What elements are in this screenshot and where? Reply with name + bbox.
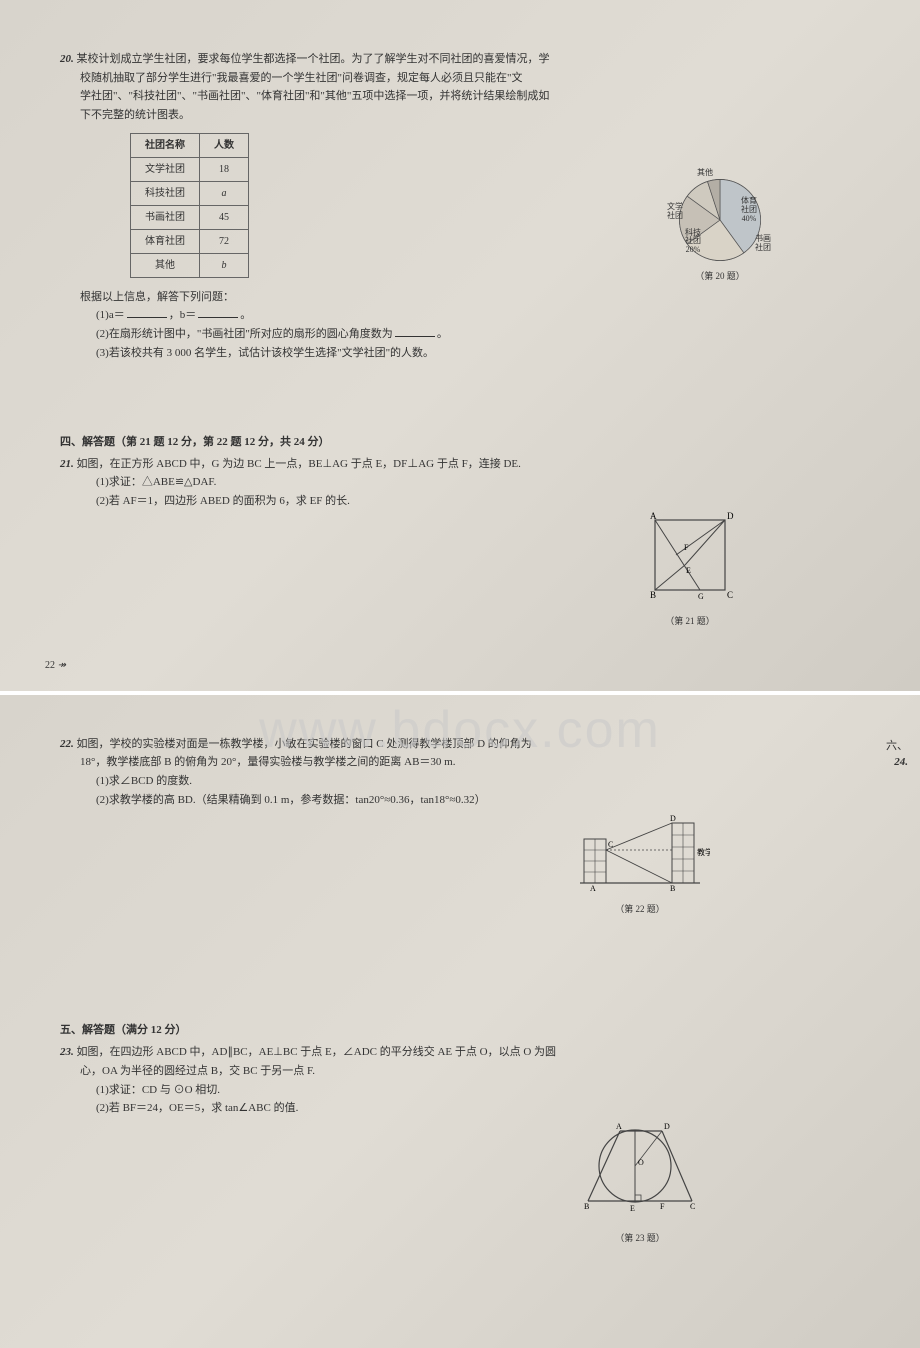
figure-22: C D A B 教学楼 （第 22 题） <box>570 813 710 918</box>
problem-22-sub-1: (1)求∠BCD 的度数. <box>60 772 860 791</box>
problem-20: 20. 某校计划成立学生社团，要求每位学生都选择一个社团。为了了解学生对不同社团… <box>60 50 860 363</box>
table-header-1: 人数 <box>200 133 249 157</box>
svg-text:教学楼: 教学楼 <box>697 847 710 857</box>
svg-text:O: O <box>638 1158 644 1167</box>
pie-label-lit: 文学社团 <box>667 203 683 221</box>
svg-text:A: A <box>590 884 596 893</box>
problem-23-line-0: 如图，在四边形 ABCD 中，AD∥BC，AE⊥BC 于点 E，∠ADC 的平分… <box>77 1046 557 1058</box>
svg-text:A: A <box>616 1122 622 1131</box>
figure-21-svg: A D B C F E G <box>640 505 740 605</box>
table-row: 科技社团a <box>131 181 249 205</box>
table-row: 其他b <box>131 253 249 277</box>
problem-20-sub-intro: 根据以上信息，解答下列问题： <box>60 288 860 307</box>
svg-text:E: E <box>686 566 691 575</box>
svg-text:F: F <box>684 543 689 552</box>
problem-23-number: 23. <box>60 1046 74 1058</box>
club-table: 社团名称 人数 文学社团18 科技社团a 书画社团45 体育社团72 其他b <box>130 133 249 278</box>
svg-text:B: B <box>650 590 656 600</box>
pie-label-sports: 体育社团40% <box>741 197 757 223</box>
blank-a <box>127 306 167 318</box>
figure-22-caption: （第 22 题） <box>570 902 710 917</box>
problem-21-number: 21. <box>60 458 74 470</box>
svg-text:E: E <box>630 1204 635 1213</box>
pie-label-art: 书画社团 <box>755 235 771 253</box>
section-4-header: 四、解答题（第 21 题 12 分，第 22 题 12 分，共 24 分） <box>60 433 860 449</box>
svg-text:G: G <box>698 592 704 601</box>
problem-21-stem: 如图，在正方形 ABCD 中，G 为边 BC 上一点，BE⊥AG 于点 E，DF… <box>77 458 521 470</box>
problem-22-line-1: 18°，教学楼底部 B 的俯角为 20°，量得实验楼与教学楼之间的距离 AB＝3… <box>60 753 860 772</box>
svg-text:C: C <box>690 1202 695 1211</box>
problem-21-sub-1: (1)求证：△ABE≌△DAF. <box>60 473 860 492</box>
problem-20-line-0: 某校计划成立学生社团，要求每位学生都选择一个社团。为了了解学生对不同社团的喜爱情… <box>77 53 550 65</box>
figure-21: A D B C F E G （第 21 题） <box>640 505 740 630</box>
figure-23: A D B C E F O （第 23 题） <box>580 1121 700 1246</box>
problem-23: 23. 如图，在四边形 ABCD 中，AD∥BC，AE⊥BC 于点 E，∠ADC… <box>60 1043 860 1118</box>
problem-23-sub-1: (1)求证：CD 与 ⊙O 相切. <box>60 1081 860 1100</box>
pie-label-tech: 科技社团20% <box>685 229 701 255</box>
figure-23-svg: A D B C E F O <box>580 1121 700 1221</box>
pie-label-other: 其他 <box>697 169 713 178</box>
page-top: 20. 某校计划成立学生社团，要求每位学生都选择一个社团。为了了解学生对不同社团… <box>0 0 920 691</box>
svg-text:D: D <box>664 1122 670 1131</box>
problem-20-sub-1: (1)a＝，b＝。 <box>60 306 860 325</box>
problem-20-sub-3: (3)若该校共有 3 000 名学生，试估计该校学生选择"文学社团"的人数。 <box>60 344 860 363</box>
svg-text:F: F <box>660 1202 665 1211</box>
problem-22-line-0: 如图，学校的实验楼对面是一栋教学楼，小敏在实验楼的窗口 C 处测得教学楼顶部 D… <box>77 738 532 750</box>
svg-text:D: D <box>670 814 676 823</box>
page-bottom: 22. 如图，学校的实验楼对面是一栋教学楼，小敏在实验楼的窗口 C 处测得教学楼… <box>0 695 920 1348</box>
page-number-mark: 22 ↠ <box>45 660 66 671</box>
problem-23-sub-2: (2)若 BF＝24，OE＝5，求 tan∠ABC 的值. <box>60 1099 860 1118</box>
table-row: 体育社团72 <box>131 229 249 253</box>
problem-23-line-1: 心，OA 为半径的圆经过点 B，交 BC 于另一点 F. <box>60 1062 860 1081</box>
problem-21: 21. 如图，在正方形 ABCD 中，G 为边 BC 上一点，BE⊥AG 于点 … <box>60 455 860 511</box>
pie-chart-caption: （第 20 题） <box>660 269 780 284</box>
svg-text:C: C <box>727 590 733 600</box>
problem-21-sub-2: (2)若 AF＝1，四边形 ABED 的面积为 6，求 EF 的长. <box>60 492 860 511</box>
section-5-header: 五、解答题（满分 12 分） <box>60 1021 860 1037</box>
blank-angle <box>395 325 435 337</box>
svg-text:B: B <box>584 1202 589 1211</box>
table-header-0: 社团名称 <box>131 133 200 157</box>
figure-22-svg: C D A B 教学楼 <box>570 813 710 893</box>
svg-text:D: D <box>727 511 734 521</box>
table-row: 文学社团18 <box>131 157 249 181</box>
table-row: 书画社团45 <box>131 205 249 229</box>
pie-chart-container: 体育社团40% 书画社团 科技社团20% 文学社团 其他 （第 20 题） <box>660 175 780 284</box>
problem-20-sub-2: (2)在扇形统计图中，"书画社团"所对应的扇形的圆心角度数为。 <box>60 325 860 344</box>
figure-21-caption: （第 21 题） <box>640 614 740 629</box>
blank-b <box>198 306 238 318</box>
problem-20-number: 20. <box>60 53 74 65</box>
problem-22-sub-2: (2)求教学楼的高 BD.（结果精确到 0.1 m，参考数据：tan20°≈0.… <box>60 791 860 810</box>
problem-20-line-3: 下不完整的统计图表。 <box>60 106 860 125</box>
svg-text:A: A <box>650 511 657 521</box>
problem-22: 22. 如图，学校的实验楼对面是一栋教学楼，小敏在实验楼的窗口 C 处测得教学楼… <box>60 735 860 810</box>
side-mark-24: 24. <box>894 753 908 772</box>
problem-20-line-2: 学社团"、"科技社团"、"书画社团"、"体育社团"和"其他"五项中选择一项，并将… <box>60 87 860 106</box>
svg-text:C: C <box>608 840 613 849</box>
problem-20-line-1: 校随机抽取了部分学生进行"我最喜爱的一个学生社团"问卷调查，规定每人必须且只能在… <box>60 69 860 88</box>
problem-22-number: 22. <box>60 738 74 750</box>
figure-23-caption: （第 23 题） <box>580 1231 700 1246</box>
svg-text:B: B <box>670 884 675 893</box>
